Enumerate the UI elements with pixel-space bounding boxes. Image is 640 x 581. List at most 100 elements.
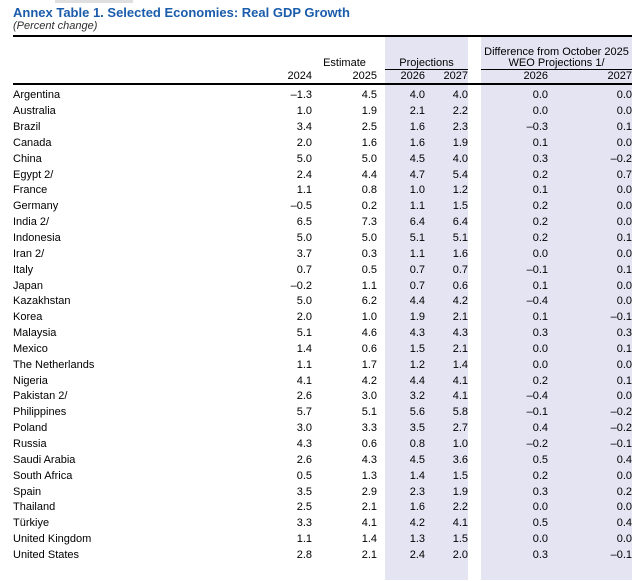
header-year-gap1 — [377, 69, 385, 85]
cell-proj-2026: 1.9 — [385, 309, 425, 326]
cell-gap1 — [377, 326, 385, 342]
table-row: Saudi Arabia 2.6 4.3 4.5 3.6 0.5 0.4 — [13, 452, 633, 469]
cell-proj-2026: 1.6 — [385, 119, 425, 136]
cell-diff-2027: –0.2 — [548, 151, 633, 168]
table-row: Iran 2/3.7 0.3 1.1 1.6 0.0 0.0 — [13, 246, 633, 263]
cell-gap2 — [468, 310, 481, 326]
header-gap-2 — [468, 37, 481, 69]
cell-diff-2027: 0.0 — [548, 198, 633, 215]
cell-proj-2027: 1.4 — [425, 357, 469, 374]
cell-diff-2026 — [481, 84, 549, 88]
cell-2024: 3.7 — [296, 247, 312, 260]
cell-diff-2027: 0.7 — [548, 167, 633, 184]
cell-gap2 — [468, 215, 481, 231]
cell-proj-2026: 5.1 — [385, 230, 425, 247]
cell-proj-2026: 6.4 — [385, 214, 425, 231]
cell-proj-2027: 3.6 — [425, 452, 469, 469]
table-row: Philippines 5.7 5.1 5.6 5.8 –0.1 –0.2 — [13, 404, 633, 421]
cell-gap1 — [377, 167, 385, 183]
cell-country: Saudi Arabia — [13, 453, 76, 466]
cell-2025: 5.0 — [361, 232, 377, 245]
cell-diff-2027: 0.0 — [548, 214, 633, 231]
cell-2025: 5.0 — [361, 152, 377, 165]
cell-proj-2026: 1.1 — [385, 246, 425, 263]
cell-proj-2027: 1.9 — [425, 135, 469, 152]
cell-diff-2027: –0.1 — [548, 309, 633, 326]
cell-proj-2027: 2.7 — [425, 420, 469, 437]
cell-diff-2026 — [481, 563, 549, 581]
cell-2024: 4.3 — [296, 437, 312, 450]
cell-country: Pakistan 2/ — [13, 390, 68, 403]
cell-2024: 2.0 — [296, 136, 312, 149]
cell-2024: 5.1 — [296, 327, 312, 340]
table-row: India 2/6.5 7.3 6.4 6.4 0.2 0.0 — [13, 214, 633, 231]
table-body: Argentina –1.3 4.5 4.0 4.0 0.0 0.0 Australia 1.0… — [13, 84, 633, 581]
cell-gap2 — [468, 452, 481, 468]
cell-2024: –0.5 — [290, 200, 312, 213]
cell-proj-2027: 2.2 — [425, 499, 469, 516]
cell-proj-2027: 4.1 — [425, 389, 469, 405]
cell-diff-2027: 0.1 — [548, 373, 633, 390]
cell-proj-2027 — [425, 563, 469, 581]
cell-2025 — [312, 563, 377, 580]
cell-country: China — [13, 152, 42, 165]
table-row: United Kingdom 1.1 1.4 1.3 1.5 0.0 0.0 — [13, 531, 633, 548]
cell-proj-2027: 4.1 — [425, 373, 469, 390]
cell-diff-2027 — [548, 563, 633, 581]
cell-country: Kazakhstan — [13, 295, 71, 308]
cell-country: Thailand — [13, 501, 56, 514]
cell-proj-2026: 0.7 — [385, 278, 425, 294]
table-row: Nigeria 4.1 4.2 4.4 4.1 0.2 0.1 — [13, 373, 633, 390]
cell-gap2 — [468, 326, 481, 342]
cell-2024: 3.3 — [296, 517, 312, 530]
cell-diff-2027: 0.0 — [548, 88, 633, 104]
cell-proj-2027: 1.5 — [425, 468, 469, 485]
cell-proj-2027: 1.5 — [425, 198, 469, 215]
cell-country: Mexico — [13, 342, 48, 355]
cell-2024: 1.1 — [296, 184, 312, 197]
cell-gap1 — [377, 484, 385, 500]
cell-proj-2026: 1.6 — [385, 135, 425, 152]
header-empty-2024 — [280, 37, 312, 69]
cell-diff-2027: 0.0 — [548, 499, 633, 516]
cell-diff-2027: –0.2 — [548, 420, 633, 437]
cell-gap1 — [377, 342, 385, 358]
cell-proj-2027: 1.9 — [425, 484, 469, 500]
cell-2025: 1.1 — [361, 279, 377, 292]
cell-2025: 3.3 — [361, 422, 377, 435]
table-row: Egypt 2/2.4 4.4 4.7 5.4 0.2 0.7 — [13, 167, 633, 184]
cell-diff-2026: 0.5 — [481, 452, 549, 469]
cell-diff-2026: 0.3 — [481, 151, 549, 168]
cell-proj-2027: 1.6 — [425, 246, 469, 263]
cell-diff-2026: 0.0 — [481, 499, 549, 516]
cell-2025: 2.1 — [361, 548, 377, 561]
cell-diff-2026: –0.1 — [481, 404, 549, 421]
cell-diff-2027: 0.0 — [548, 103, 633, 120]
table-row: Japan –0.2 1.1 0.7 0.6 0.1 0.0 — [13, 278, 633, 294]
cell-country: Spain — [13, 485, 42, 498]
cell-2025: 4.1 — [361, 517, 377, 530]
cell-proj-2026: 4.3 — [385, 325, 425, 342]
cell-diff-2026: 0.4 — [481, 420, 549, 437]
cell-gap2 — [468, 516, 481, 532]
cell-gap1 — [377, 183, 385, 199]
header-gap-1 — [377, 37, 385, 69]
cell-diff-2026: 0.0 — [481, 341, 549, 358]
cell-2024: –1.3 — [290, 89, 312, 102]
cell-2024: 2.0 — [296, 311, 312, 324]
cell-2025: 5.1 — [361, 406, 377, 419]
cell-2024: 2.6 — [296, 390, 312, 403]
table-row: Türkiye 3.3 4.1 4.2 4.1 0.5 0.4 — [13, 515, 633, 532]
cell-diff-2026: 0.2 — [481, 167, 549, 184]
cell-gap1 — [377, 151, 385, 167]
cell-diff-2026: 0.1 — [481, 135, 549, 152]
cell-gap1 — [377, 215, 385, 231]
cell-gap2 — [468, 342, 481, 358]
cell-gap1 — [377, 405, 385, 421]
cell-diff-2026: 0.3 — [481, 547, 549, 564]
cell-proj-2027: 5.1 — [425, 230, 469, 247]
cell-diff-2026: 0.0 — [481, 88, 549, 104]
cell-country: India 2/ — [13, 216, 50, 229]
cell-2024: 3.4 — [296, 121, 312, 134]
